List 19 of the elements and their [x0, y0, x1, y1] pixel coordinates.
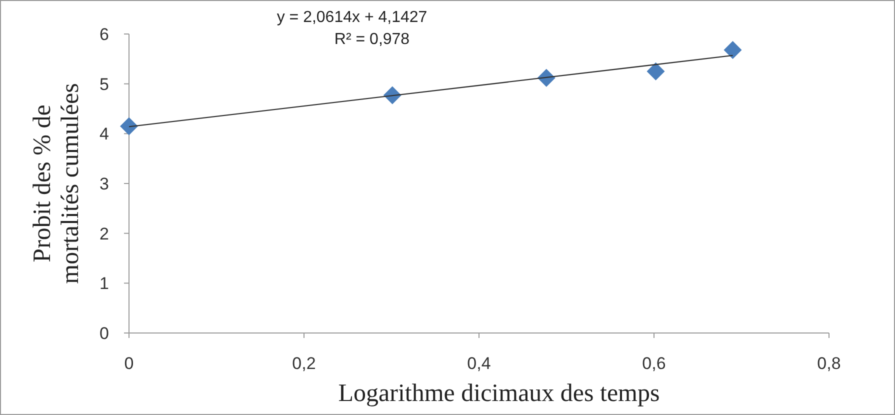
- x-axis-title: Logarithme dicimaux des temps: [338, 380, 660, 407]
- y-axis-title: Probit des % de mortalités cumulées: [29, 83, 84, 284]
- y-tick-label: 3: [100, 174, 109, 194]
- x-tick-label: 0,4: [467, 354, 491, 373]
- y-tick-label: 5: [100, 74, 109, 94]
- y-tick-label: 4: [100, 124, 109, 144]
- point: [120, 117, 138, 136]
- annotation: R² = 0,978: [334, 31, 410, 48]
- x-tick-label: 0: [124, 354, 134, 373]
- y-tick-label: 0: [100, 324, 109, 343]
- y-tick-label: 6: [100, 24, 109, 44]
- y-tick-label: 1: [100, 274, 109, 294]
- point: [646, 62, 665, 80]
- x-tick-label: 0,2: [292, 354, 316, 373]
- y-tick-label: 2: [100, 224, 109, 244]
- x-tick-label: 0,8: [817, 354, 841, 373]
- point: [724, 40, 742, 59]
- text: y = 2,0614x + 4,1427: [276, 9, 428, 26]
- x-tick-label: 0,6: [642, 354, 666, 373]
